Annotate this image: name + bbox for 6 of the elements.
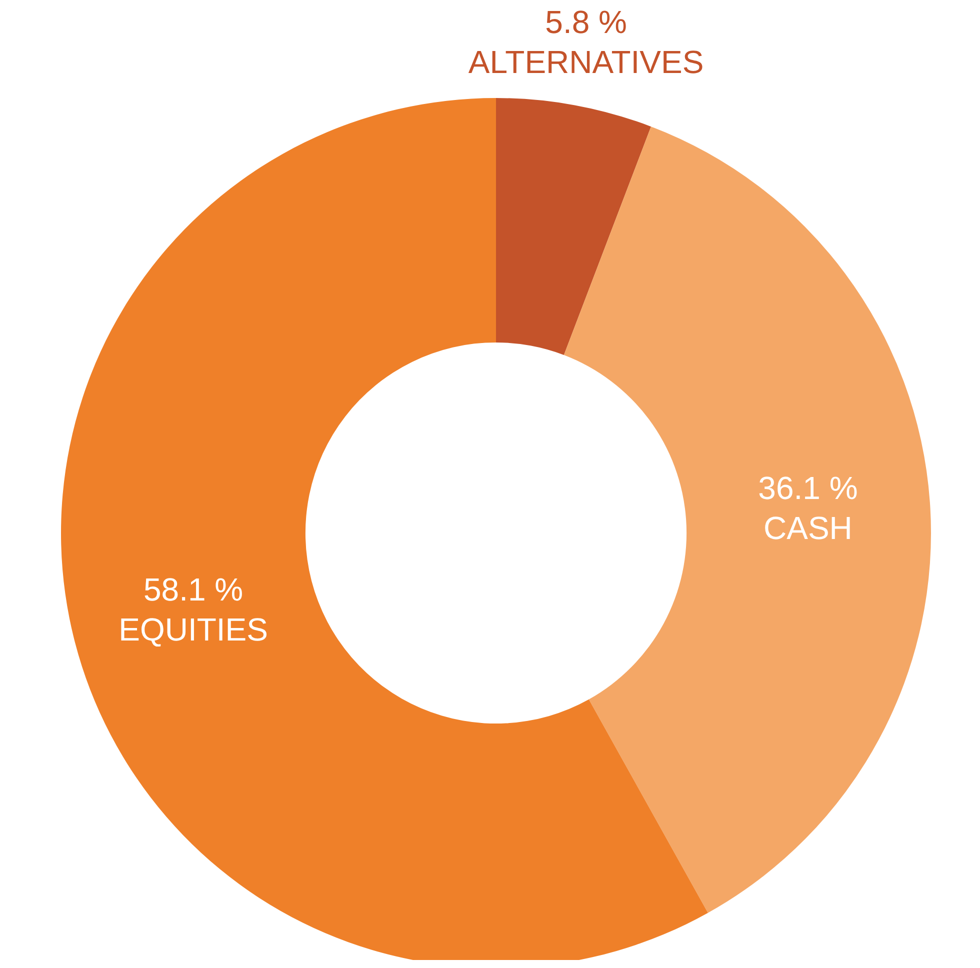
- data-label: 5.8 %: [545, 4, 627, 40]
- slice-label: EQUITIES: [118, 612, 268, 648]
- slice-label: ALTERNATIVES: [468, 44, 704, 80]
- slice-label: CASH: [764, 510, 852, 546]
- data-label: 58.1 %: [143, 572, 244, 608]
- data-label: 36.1 %: [758, 470, 858, 506]
